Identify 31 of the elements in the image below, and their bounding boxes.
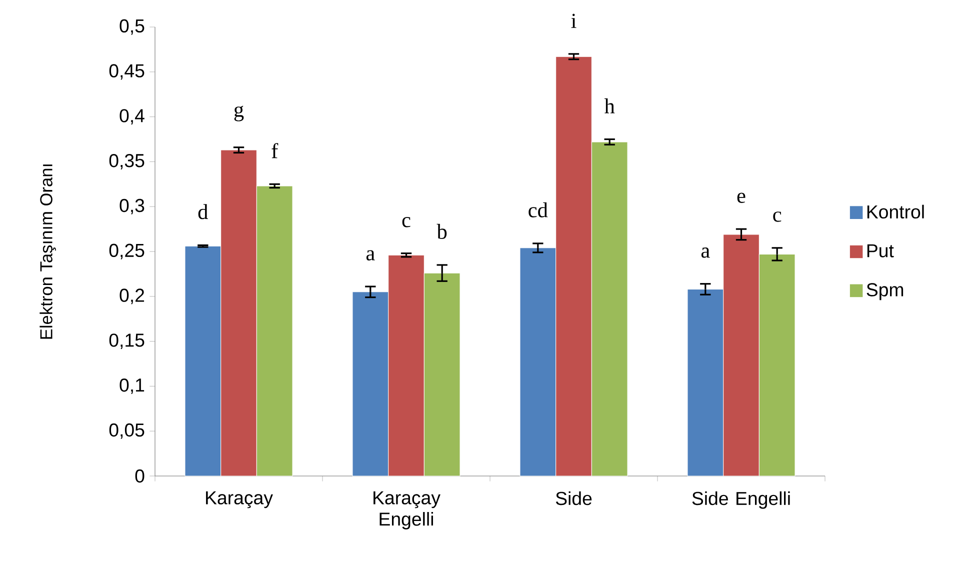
data-label: g bbox=[234, 106, 244, 122]
data-label: c bbox=[402, 216, 410, 228]
data-label: d bbox=[198, 204, 208, 220]
data-label: cd bbox=[528, 202, 548, 218]
data-label: b bbox=[436, 224, 447, 239]
y-tick-label: 0,15 bbox=[109, 334, 144, 350]
y-tick-label: 0,45 bbox=[109, 64, 144, 80]
y-tick-label: 0 bbox=[135, 469, 144, 483]
y-tick-label: 0,5 bbox=[120, 19, 144, 35]
data-label: f bbox=[272, 143, 278, 158]
y-tick-label: 0,4 bbox=[120, 109, 144, 125]
y-tick-label: 0,05 bbox=[109, 423, 144, 439]
x-tick-label: Karaçay bbox=[206, 491, 273, 508]
legend-label: Put bbox=[867, 244, 894, 258]
y-tick-label: 0,2 bbox=[120, 288, 144, 304]
data-label: a bbox=[366, 250, 375, 260]
y-tick-label: 0,3 bbox=[120, 198, 144, 214]
data-label: e bbox=[737, 192, 746, 204]
data-label: c bbox=[773, 212, 782, 222]
x-tick-label: Side Engelli bbox=[692, 491, 790, 509]
data-label: i bbox=[571, 14, 576, 28]
data-label: a bbox=[701, 248, 710, 258]
data-label: h bbox=[604, 98, 615, 114]
legend-label: Kontrol bbox=[867, 204, 924, 219]
y-tick-label: 0,1 bbox=[120, 378, 144, 394]
y-tick-label: 0,25 bbox=[109, 244, 144, 260]
y-tick-label: 0,35 bbox=[109, 154, 144, 170]
x-tick-label: Side bbox=[556, 491, 592, 506]
x-tick-label: Karaçay Engelli bbox=[374, 491, 440, 530]
y-axis-title: Elektron Taşınım Oranı bbox=[40, 164, 56, 339]
legend-label: Spm bbox=[866, 283, 904, 300]
